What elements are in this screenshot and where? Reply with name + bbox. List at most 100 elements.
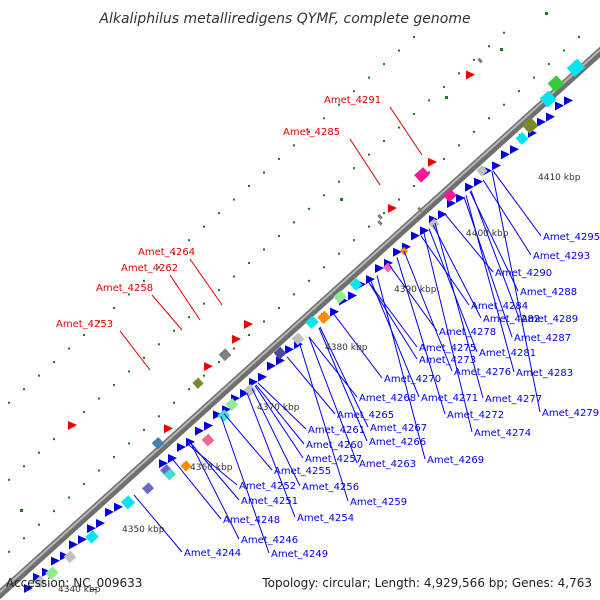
gc-dot (428, 171, 430, 174)
gc-dot (128, 370, 130, 373)
accession-label: Accession: NC_009633 (6, 576, 142, 590)
reverse-gene-label: Amet_4278 (439, 327, 496, 338)
gc-dot (83, 483, 85, 486)
reverse-leader-line (396, 257, 446, 415)
gc-dot (20, 509, 23, 512)
reverse-leader-line (368, 282, 418, 348)
gc-dot (53, 510, 55, 513)
gc-dot (398, 198, 400, 201)
gc-dot (548, 63, 550, 66)
kbp-marker: 4340 kbp (58, 585, 101, 595)
forward-gene-arrow (244, 320, 253, 330)
reverse-gene-arrow (465, 182, 474, 192)
forward-gene-arrow (428, 157, 437, 167)
forward-gene-block (414, 167, 430, 183)
gc-dot (503, 31, 505, 34)
reverse-gene-arrow (204, 421, 213, 431)
gc-dot (428, 99, 430, 102)
gc-dot (398, 49, 400, 52)
reverse-gene-label: Amet_4271 (421, 393, 478, 404)
reverse-gene-block (33, 575, 47, 589)
reverse-gene-label: Amet_4248 (223, 515, 280, 526)
gc-dot (308, 207, 310, 210)
reverse-gene-label: Amet_4279 (542, 408, 599, 419)
reverse-gene-label: Amet_4254 (297, 513, 354, 524)
gc-dot (248, 262, 250, 265)
gc-dot (443, 85, 445, 88)
reverse-gene-label: Amet_4265 (337, 410, 394, 421)
reverse-leader-line (255, 384, 305, 445)
forward-gene-arrow (68, 420, 77, 430)
gc-dot (23, 537, 25, 540)
reverse-gene-arrow (114, 502, 123, 512)
reverse-gene-label: Amet_4288 (520, 287, 577, 298)
forward-leader-line (189, 258, 223, 306)
reverse-gene-arrow (267, 361, 276, 371)
reverse-gene-arrow (501, 150, 510, 160)
forward-gene-block (417, 206, 423, 213)
reverse-gene-label: Amet_4276 (454, 367, 511, 378)
reverse-gene-block (159, 464, 173, 477)
gc-dot (413, 35, 415, 38)
reverse-leader-line (220, 416, 270, 554)
gc-dot (143, 428, 145, 431)
reverse-gene-arrow (366, 275, 375, 285)
gc-dot (158, 266, 160, 269)
gc-dot (533, 76, 535, 79)
gc-dot (263, 171, 265, 174)
gc-dot (188, 239, 190, 242)
gc-dot (233, 198, 235, 201)
reverse-gene-label: Amet_4249 (271, 549, 328, 560)
forward-leader-line (169, 274, 201, 321)
reverse-gene-block (120, 495, 136, 510)
gc-dot (488, 117, 490, 120)
reverse-gene-label: Amet_4295 (543, 232, 600, 243)
reverse-leader-line (286, 356, 336, 415)
gc-dot (413, 112, 415, 115)
gc-dot (473, 130, 475, 133)
reverse-gene-arrow (393, 247, 402, 257)
reverse-gene-block (217, 409, 231, 423)
kbp-marker: 4370 kbp (257, 403, 300, 413)
reverse-gene-arrow (213, 410, 222, 420)
forward-gene-arrow (232, 334, 241, 344)
reverse-gene-block (273, 346, 287, 360)
gc-dot (458, 144, 460, 147)
reverse-gene-block (539, 90, 557, 108)
reverse-gene-arrow (285, 345, 294, 355)
reverse-gene-label: Amet_4255 (274, 466, 331, 477)
gc-dot (278, 234, 280, 237)
gc-dot (353, 90, 355, 93)
gc-dot (38, 523, 40, 526)
reverse-gene-block (63, 550, 77, 564)
gc-dot (8, 401, 10, 404)
gc-dot (218, 361, 220, 364)
reverse-gene-arrow (474, 177, 483, 187)
reverse-gene-arrow (564, 96, 573, 106)
gc-dot (218, 212, 220, 215)
kbp-marker: 4410 kbp (538, 173, 581, 183)
forward-gene-arrow (164, 424, 173, 434)
reverse-gene-arrow (537, 117, 546, 127)
gc-dot (340, 198, 343, 201)
gc-dot (158, 343, 160, 346)
gc-dot (500, 48, 503, 51)
reverse-gene-label: Amet_4252 (239, 481, 296, 492)
reverse-leader-line (444, 213, 494, 273)
gc-dot (53, 438, 55, 441)
reverse-gene-arrow (168, 453, 177, 463)
gc-dot (323, 266, 325, 269)
gc-dot (38, 451, 40, 454)
reverse-gene-arrow (492, 161, 501, 171)
reverse-gene-arrow (186, 437, 195, 447)
gc-dot (383, 63, 385, 66)
reverse-gene-arrow (348, 291, 357, 301)
reverse-gene-arrow (375, 264, 384, 274)
gc-dot (188, 388, 190, 391)
gc-dot (383, 140, 385, 143)
reverse-gene-arrow (78, 535, 87, 545)
gc-dot (83, 334, 85, 337)
backbone-highlight (0, 48, 600, 594)
reverse-gene-label: Amet_4257 (305, 454, 362, 465)
gc-dot (248, 334, 250, 337)
